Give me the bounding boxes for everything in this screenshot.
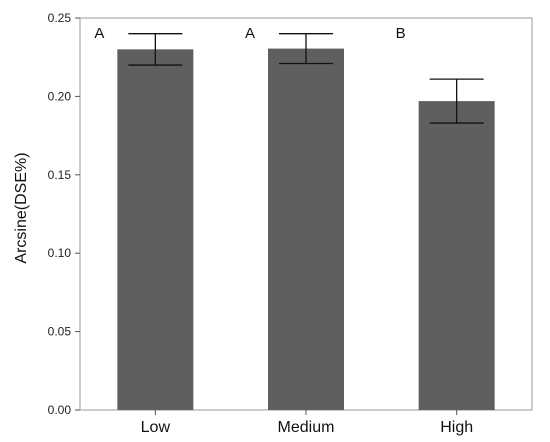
y-tick-label: 0.20 [48, 89, 72, 103]
bars-group [117, 48, 495, 411]
y-tick-label: 0.25 [48, 11, 72, 25]
y-tick-label: 0.00 [48, 403, 72, 417]
y-tick-label: 0.10 [48, 246, 72, 260]
bar [117, 49, 194, 411]
y-axis-title: Arcsine(DSE%) [13, 152, 30, 263]
y-axis: 0.00 0.05 0.10 0.15 0.20 0.25 [48, 11, 80, 417]
x-tick-label: Low [141, 419, 171, 436]
x-axis: Low Medium High [141, 410, 473, 436]
bar [418, 101, 495, 410]
bar [268, 48, 344, 411]
significance-letter: B [396, 25, 406, 42]
x-tick-label: Medium [278, 419, 335, 436]
y-tick-label: 0.05 [48, 325, 72, 339]
significance-letter: A [245, 25, 255, 42]
error-bars-group [128, 33, 484, 124]
y-tick-label: 0.15 [48, 168, 72, 182]
x-tick-label: High [440, 419, 473, 436]
significance-letter: A [94, 25, 104, 42]
